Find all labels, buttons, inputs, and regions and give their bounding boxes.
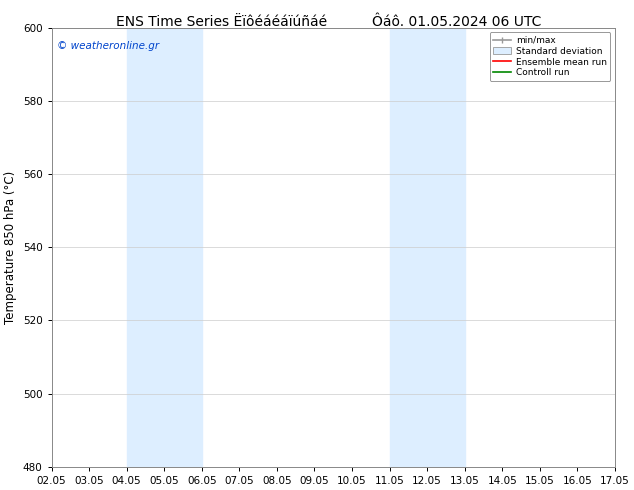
- Legend: min/max, Standard deviation, Ensemble mean run, Controll run: min/max, Standard deviation, Ensemble me…: [489, 32, 611, 81]
- Text: ENS Time Series Ëïôéáéáïúñáé: ENS Time Series Ëïôéáéáïúñáé: [116, 15, 328, 29]
- Text: © weatheronline.gr: © weatheronline.gr: [57, 41, 159, 51]
- Y-axis label: Temperature 850 hPa (°C): Temperature 850 hPa (°C): [4, 171, 17, 324]
- Bar: [127, 28, 202, 467]
- Bar: [389, 28, 465, 467]
- Text: Ôáô. 01.05.2024 06 UTC: Ôáô. 01.05.2024 06 UTC: [372, 15, 541, 29]
